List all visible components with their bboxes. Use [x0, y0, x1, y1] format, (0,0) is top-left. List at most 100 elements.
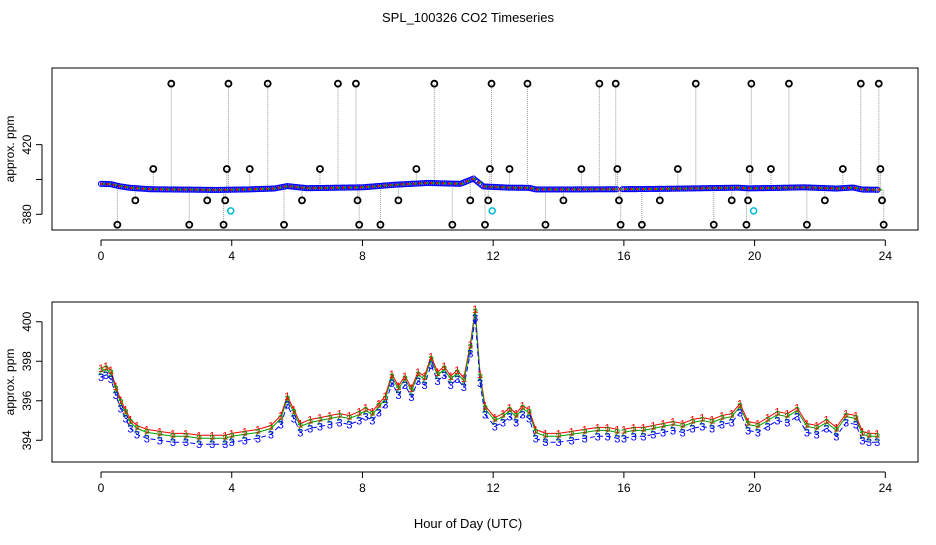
series-2-marker: 2	[650, 423, 656, 435]
series-1-marker: 1	[255, 424, 261, 436]
baseline-point-green	[879, 188, 882, 191]
baseline-point	[264, 185, 271, 192]
series-3-marker: 3	[454, 374, 460, 386]
baseline-point-red	[247, 188, 251, 191]
baseline-point-green	[579, 188, 582, 191]
baseline-point-red	[100, 182, 104, 186]
baseline-point-red	[265, 187, 268, 190]
series-3-marker: 3	[650, 429, 656, 441]
x-tick-label: 24	[879, 249, 893, 263]
baseline-point-green	[526, 186, 529, 190]
baseline-point	[99, 180, 107, 188]
series-2-marker: 2	[291, 408, 297, 420]
baseline-point	[305, 185, 312, 192]
series-1-marker: 1	[765, 413, 771, 425]
baseline-point	[764, 184, 771, 192]
baseline-point-red	[189, 188, 192, 191]
baseline-point-green	[390, 183, 394, 187]
series-3-marker: 3	[482, 410, 488, 422]
outlier-point	[167, 79, 176, 88]
series-1-marker: 1	[492, 413, 498, 425]
series-1-marker: 1	[209, 430, 215, 442]
series-2-marker: 2	[542, 431, 548, 443]
baseline-point-green	[373, 185, 376, 188]
baseline-point	[493, 183, 501, 191]
baseline-point-red	[783, 186, 786, 189]
baseline-point	[541, 186, 548, 193]
baseline-point	[676, 185, 683, 192]
baseline-point-green	[108, 182, 112, 186]
baseline-point-red	[459, 182, 463, 185]
series-1-marker: 1	[284, 391, 290, 403]
series-1-marker: 1	[709, 415, 715, 427]
series-1-marker: 1	[555, 428, 561, 440]
baseline-point	[505, 184, 512, 191]
baseline-point	[223, 186, 230, 193]
baseline-point-green	[661, 187, 664, 191]
baseline-point	[517, 184, 524, 191]
outlier-point	[856, 79, 865, 88]
baseline-point	[646, 185, 654, 193]
baseline-point-green	[696, 187, 700, 190]
baseline-point-green	[149, 187, 153, 191]
series-1-line	[100, 308, 878, 436]
series-2-marker: 2	[222, 433, 228, 445]
baseline-point-green	[461, 182, 464, 185]
baseline-point-red	[336, 186, 339, 189]
baseline-point-red	[871, 188, 874, 191]
baseline-point	[141, 185, 148, 192]
baseline-point	[623, 186, 630, 193]
x-tick-label: 12	[486, 481, 500, 495]
baseline-point	[411, 180, 418, 187]
baseline-point	[229, 186, 236, 193]
series-3-marker: 3	[415, 376, 421, 388]
baseline-point	[858, 186, 865, 193]
baseline-point-red	[506, 186, 510, 189]
series-2-marker: 2	[467, 342, 473, 354]
series-2-marker: 2	[614, 427, 620, 439]
baseline-point	[435, 180, 442, 187]
baseline-point-red	[436, 182, 439, 185]
baseline-point-red	[253, 187, 257, 191]
baseline-point-red	[200, 188, 204, 191]
series-3-marker: 3	[859, 435, 865, 447]
series-1-marker: 1	[774, 407, 780, 419]
series-2-marker: 2	[765, 416, 771, 428]
series-1-marker: 1	[745, 417, 751, 429]
series-2-marker: 2	[448, 374, 454, 386]
series-1-marker: 1	[144, 424, 150, 436]
series-1-marker: 1	[874, 428, 880, 440]
series-3-marker: 3	[127, 423, 133, 435]
baseline-point-green	[555, 188, 559, 191]
baseline-point-green	[820, 186, 823, 190]
outlier-point	[879, 220, 888, 229]
series-2-marker: 2	[108, 368, 114, 380]
series-1-marker: 1	[113, 381, 119, 393]
series-2-marker: 2	[853, 414, 859, 426]
series-2-marker: 2	[255, 427, 261, 439]
series-2-line	[100, 311, 878, 439]
baseline-point	[717, 184, 724, 192]
series-1-marker: 1	[467, 339, 473, 351]
baseline-point	[135, 185, 142, 192]
series-3-marker: 3	[853, 419, 859, 431]
series-2-marker: 2	[689, 417, 695, 429]
baseline-point-red	[389, 183, 392, 187]
series-3-marker: 3	[506, 412, 512, 424]
outlier-point	[616, 220, 625, 229]
baseline-point	[329, 184, 336, 191]
outlier-point	[785, 79, 793, 88]
baseline-point-green	[732, 186, 735, 189]
baseline-point-red	[194, 188, 198, 191]
series-3-marker: 3	[183, 437, 189, 449]
x-axis-label: Hour of Day (UTC)	[414, 516, 522, 531]
series-1-marker: 1	[719, 411, 725, 423]
flagged-point	[488, 207, 496, 215]
baseline-point-red	[483, 185, 486, 188]
series-1-marker: 1	[297, 418, 303, 430]
series-2-marker: 2	[98, 366, 104, 378]
outlier-point	[113, 220, 122, 229]
series-2-marker: 2	[421, 374, 427, 386]
series-1-marker: 1	[408, 383, 414, 395]
